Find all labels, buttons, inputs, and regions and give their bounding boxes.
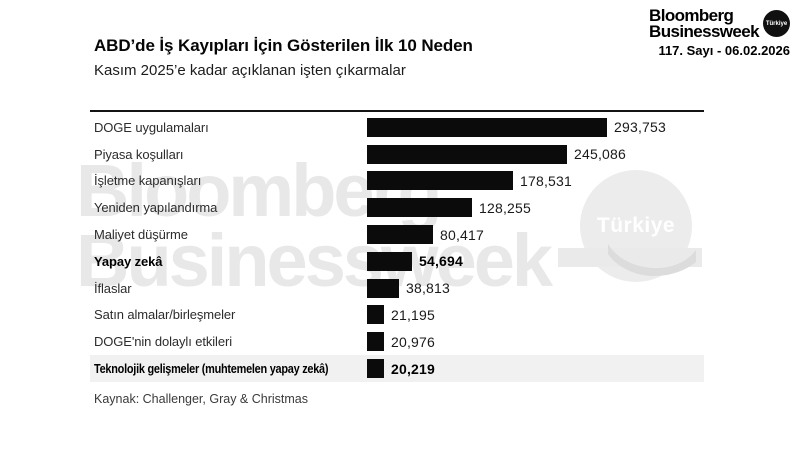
issue-date: 117. Sayı - 06.02.2026 bbox=[658, 42, 790, 58]
bar bbox=[367, 251, 412, 271]
bar-category-label: Yeniden yapılandırma bbox=[94, 200, 218, 216]
bar-category-label: Satın almalar/birleşmeler bbox=[94, 307, 236, 323]
bar bbox=[367, 117, 607, 137]
bar-category-label: DOGE'nin dolaylı etkileri bbox=[94, 334, 232, 350]
bar-row: Yeniden yapılandırma 128,255 bbox=[90, 194, 704, 221]
bar-row: Yapay zekâ 54,694 bbox=[90, 248, 704, 275]
bar-category-label: İflaslar bbox=[94, 280, 132, 296]
bar-value-label: 21,195 bbox=[391, 306, 436, 323]
bar-row: İşletme kapanışları 178,531 bbox=[90, 168, 704, 195]
brand-line1: Bloomberg bbox=[649, 6, 734, 25]
bar-chart: DOGE uygulamaları 293,753 Piyasa koşulları… bbox=[90, 110, 704, 382]
watermark-wordmark: Bloomberg Businessweek bbox=[76, 154, 553, 302]
bar-category-label: Piyasa koşulları bbox=[94, 146, 184, 162]
watermark-swoosh-band bbox=[558, 248, 702, 267]
brand-badge-label: Türkiye bbox=[765, 20, 788, 27]
bar bbox=[367, 225, 433, 245]
bar-value-label: 20,976 bbox=[391, 333, 436, 350]
bar-row: Maliyet düşürme 80,417 bbox=[90, 221, 704, 248]
brand-row: Bloomberg Businessweek Türkiye bbox=[649, 6, 790, 41]
bar-row: Teknolojik gelişmeler (muhtemelen yapay … bbox=[90, 355, 704, 382]
chart-top-rule bbox=[90, 110, 704, 112]
brand-wordmark: Bloomberg Businessweek bbox=[649, 6, 760, 41]
bar-value-label: 54,694 bbox=[419, 253, 464, 270]
bar-value-label: 178,531 bbox=[520, 172, 573, 189]
bar-rows: DOGE uygulamaları 293,753 Piyasa koşulları… bbox=[90, 112, 704, 382]
brand-line2: Businessweek bbox=[649, 21, 760, 41]
bar bbox=[367, 332, 384, 352]
chart-subtitle: Kasım 2025’e kadar açıklanan işten çıkar… bbox=[94, 62, 406, 79]
bar bbox=[367, 144, 567, 164]
chart-title: ABD’de İş Kayıpları İçin Gösterilen İlk … bbox=[94, 36, 473, 55]
bar bbox=[367, 171, 513, 191]
bar-value-label: 20,219 bbox=[391, 360, 436, 377]
brand-turkiye-badge-icon: Türkiye bbox=[763, 10, 790, 38]
bar-value-label: 38,813 bbox=[406, 280, 451, 297]
watermark-swoosh-icon bbox=[608, 244, 696, 276]
watermark-line2: Businessweek bbox=[76, 218, 553, 302]
bar bbox=[367, 359, 384, 379]
bar-category-label: DOGE uygulamaları bbox=[94, 119, 209, 135]
bar-row: Piyasa koşulları 245,086 bbox=[90, 141, 704, 168]
bar bbox=[367, 278, 399, 298]
bar-row: İflaslar 38,813 bbox=[90, 275, 704, 302]
bar-value-label: 80,417 bbox=[440, 226, 485, 243]
watermark-badge-label: Türkiye bbox=[596, 214, 676, 237]
bar-value-label: 293,753 bbox=[614, 119, 667, 136]
bar bbox=[367, 198, 472, 218]
bar-category-label: Yapay zekâ bbox=[94, 253, 163, 269]
bar-category-label: Maliyet düşürme bbox=[94, 227, 188, 243]
masthead: Bloomberg Businessweek Türkiye 117. Sayı… bbox=[649, 6, 790, 58]
source-note: Kaynak: Challenger, Gray & Christmas bbox=[94, 392, 308, 406]
bar bbox=[367, 305, 384, 325]
bar-category-label: İşletme kapanışları bbox=[94, 173, 202, 189]
bar-value-label: 245,086 bbox=[574, 146, 627, 163]
bar-category-label: Teknolojik gelişmeler (muhtemelen yapay … bbox=[94, 361, 329, 377]
bar-value-label: 128,255 bbox=[479, 199, 532, 216]
bar-row: DOGE'nin dolaylı etkileri 20,976 bbox=[90, 328, 704, 355]
bar-row: Satın almalar/birleşmeler 21,195 bbox=[90, 302, 704, 329]
bar-row: DOGE uygulamaları 293,753 bbox=[90, 114, 704, 141]
